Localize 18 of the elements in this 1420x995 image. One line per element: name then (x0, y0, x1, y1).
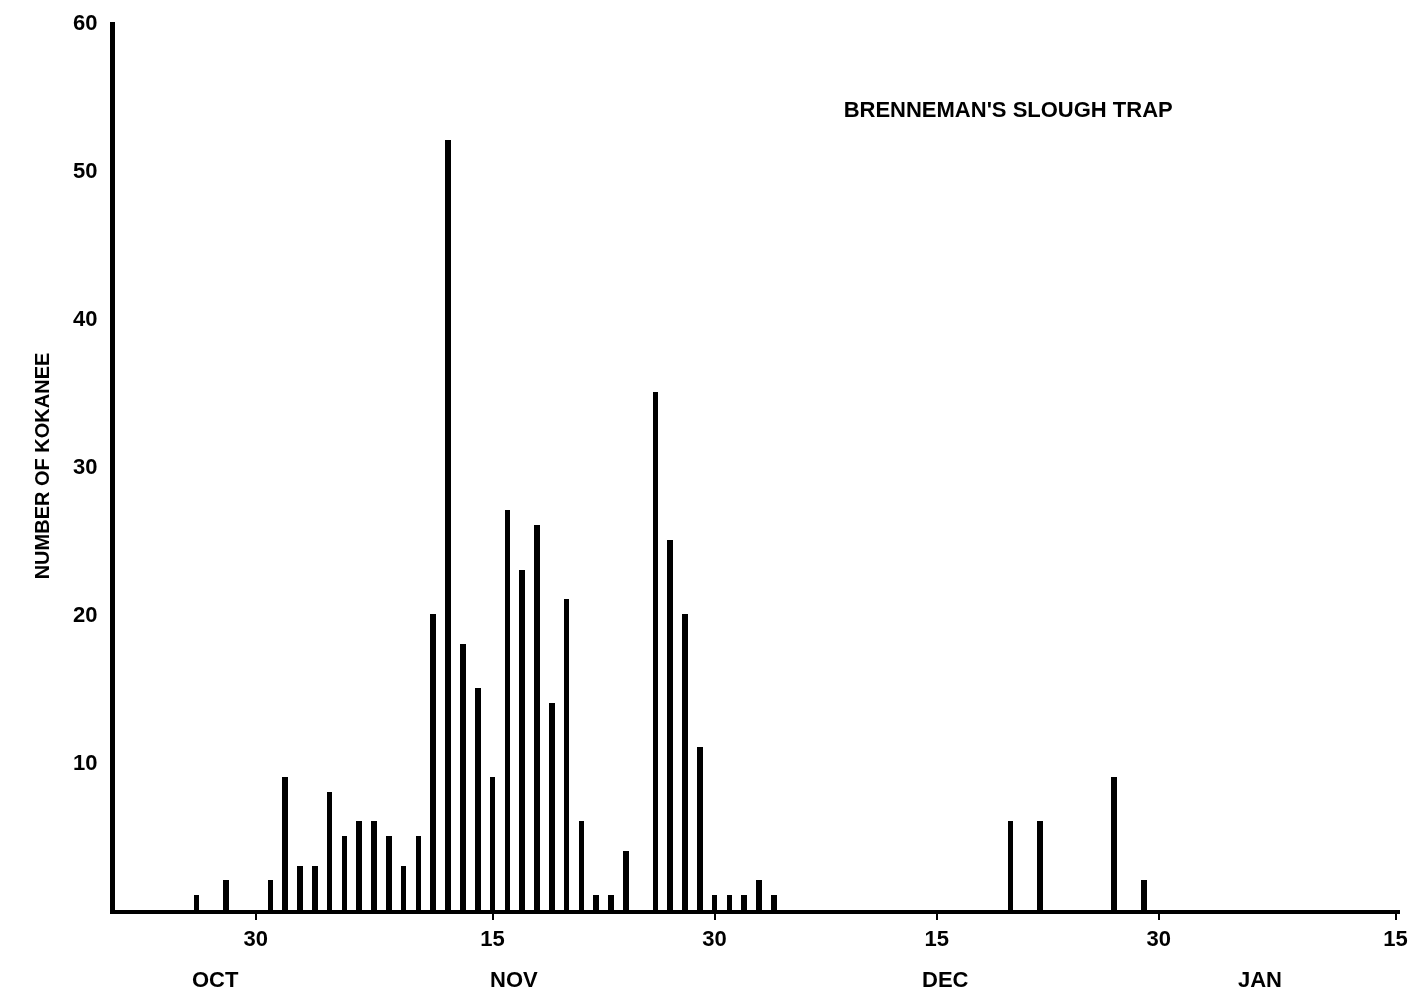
y-tick-label: 40 (73, 305, 98, 331)
text: DEC (922, 967, 969, 992)
y-tick-label: 10 (73, 749, 98, 775)
x-tick-label: 30 (1146, 926, 1171, 952)
text: BRENNEMAN'S SLOUGH TRAP (843, 97, 1173, 123)
y-tick-label: 50 (73, 157, 98, 183)
x-tick-label: 30 (702, 926, 727, 952)
y-tick-label: 60 (73, 9, 98, 35)
x-tick-label: 15 (924, 926, 949, 952)
y-tick-label: 20 (73, 601, 98, 627)
text: JAN (1238, 967, 1283, 992)
y-tick-label: 30 (73, 453, 98, 479)
x-tick-label: 15 (1383, 926, 1408, 952)
text: OCT (192, 967, 239, 992)
x-tick-label: 30 (243, 926, 268, 952)
y-axis-title: NUMBER OF KOKANEE (30, 352, 53, 580)
x-tick-label: 15 (480, 926, 505, 952)
text: NOV (490, 967, 538, 992)
